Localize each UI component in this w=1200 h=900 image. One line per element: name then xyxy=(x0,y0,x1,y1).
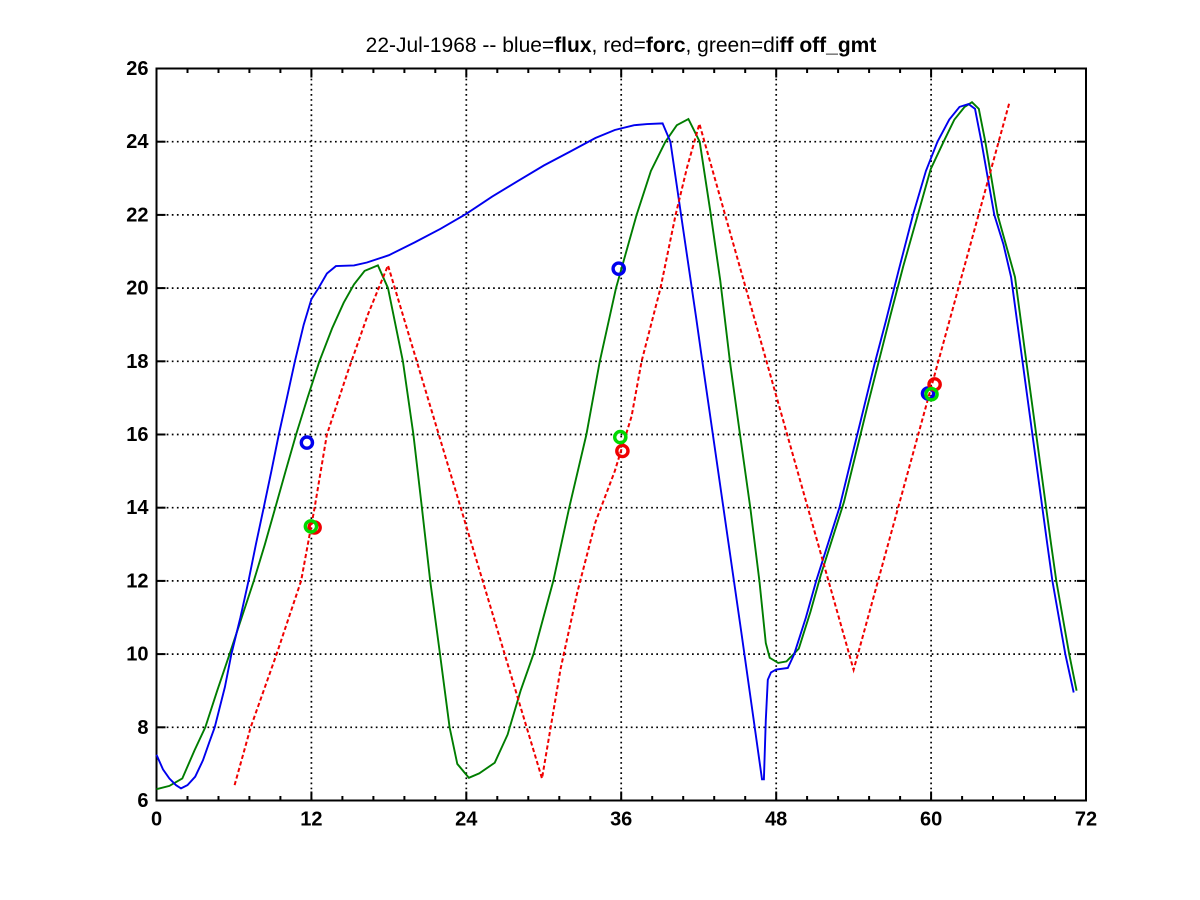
svg-text:6: 6 xyxy=(137,790,148,812)
svg-text:14: 14 xyxy=(126,497,149,519)
svg-text:60: 60 xyxy=(920,809,942,831)
svg-text:16: 16 xyxy=(126,424,148,446)
svg-text:18: 18 xyxy=(126,351,148,373)
svg-text:8: 8 xyxy=(137,717,148,739)
svg-text:22-Jul-1968 -- blue=flux, red=: 22-Jul-1968 -- blue=flux, red=forc, gree… xyxy=(366,34,877,57)
svg-text:36: 36 xyxy=(610,809,632,831)
svg-text:72: 72 xyxy=(1075,809,1097,831)
svg-text:22: 22 xyxy=(126,204,148,226)
svg-text:12: 12 xyxy=(126,570,148,592)
svg-text:12: 12 xyxy=(300,809,322,831)
svg-text:24: 24 xyxy=(455,809,478,831)
svg-text:0: 0 xyxy=(151,809,162,831)
svg-text:20: 20 xyxy=(126,278,148,300)
svg-text:10: 10 xyxy=(126,644,148,666)
svg-text:26: 26 xyxy=(126,58,148,80)
svg-text:24: 24 xyxy=(126,131,149,153)
svg-text:48: 48 xyxy=(765,809,787,831)
